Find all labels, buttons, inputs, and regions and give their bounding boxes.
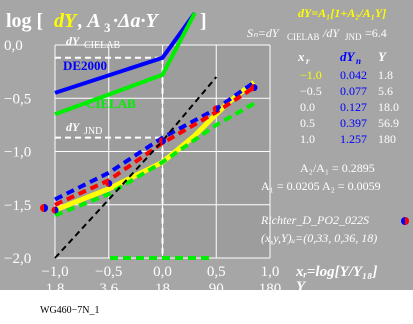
table-cell-dYn: 0.397 xyxy=(340,116,367,130)
table-cell-xr: 0.0 xyxy=(300,100,315,114)
x-tick2-label-4: 180 xyxy=(259,281,282,297)
y-tick-label-4: −2,0 xyxy=(4,251,31,267)
table-cell-Y: 5.6 xyxy=(378,84,393,98)
ylabel-rest: , A xyxy=(77,10,101,32)
axis-marker-icon xyxy=(40,204,48,212)
marker-layer xyxy=(51,84,258,214)
y-tick-label-2: −1,0 xyxy=(4,145,31,161)
a2-a1-ratio: A₂/A₁ = 0.2895 xyxy=(300,161,375,175)
table-cell-Y: 18.0 xyxy=(378,100,399,114)
richter-label: Richter_D_PO2_022S xyxy=(260,213,369,227)
x-tick-label-0: −1,0 xyxy=(41,264,68,280)
y-tick-label-0: 0,0 xyxy=(4,38,23,54)
x-tick2-label-1: 3,6 xyxy=(99,281,118,297)
series-line-black-6 xyxy=(54,76,218,259)
xaxis-Y: Y xyxy=(296,279,307,295)
y-axis-title: log [ dY , A 3 ·Δa·Y ] xyxy=(6,10,207,35)
x-tick-label-2: 0,0 xyxy=(153,264,172,280)
sn-formula: Sₙ=dY CIELAB /dY JND =6.4 xyxy=(247,26,387,42)
dY-jnd-sub: JND xyxy=(84,126,102,137)
ylabel-close: ] xyxy=(200,10,207,32)
x-tick2-label-3: 90 xyxy=(209,281,224,297)
guide-lines xyxy=(55,56,164,258)
richter-marker-icon xyxy=(401,217,409,225)
data-marker-4 xyxy=(250,84,258,92)
x-tick2-label-0: 1,8 xyxy=(46,281,65,297)
xaxis-label: xᵣ=log[Y/Y₁₈] xyxy=(295,264,378,280)
ylabel-dot: ·Δa·Y xyxy=(113,10,160,32)
table-cell-dYn: 0.127 xyxy=(340,100,367,114)
x-tick2-label-2: 18 xyxy=(155,281,170,297)
y-tick-label-1: −0,5 xyxy=(4,91,31,107)
table-cell-xr: 1.0 xyxy=(300,132,315,146)
ylabel-dY: dY xyxy=(54,10,78,32)
table-cell-Y: 56.9 xyxy=(378,116,399,130)
x-tick-label-1: −0,5 xyxy=(95,264,122,280)
data-marker-2 xyxy=(159,137,166,145)
data-marker-1 xyxy=(105,179,113,187)
table-row: 0.5 0.397 56.9 xyxy=(300,116,399,130)
series-line-green-5 xyxy=(54,101,255,218)
series-line-de2000 xyxy=(54,11,197,95)
label-cielab: CIELAB xyxy=(86,96,136,111)
table-cell-dYn: 0.077 xyxy=(340,84,367,98)
dY-cielab-sub: CIELAB xyxy=(84,40,120,51)
xyY-label: (x,y,Y)ᵤ=(0,33, 0,36, 18) xyxy=(261,231,377,245)
series-line-cielab xyxy=(54,12,197,117)
x-tick-label-3: 0,5 xyxy=(207,264,226,280)
table-row: 1.0 1.257 180 xyxy=(300,132,396,146)
table-h-dYn: dY xyxy=(340,49,356,64)
table-cell-Y: 180 xyxy=(378,132,396,146)
table-h-Y: Y xyxy=(378,49,387,64)
table-row: −1.0 0.042 1.8 xyxy=(300,68,393,82)
label-de2000: DE2000 xyxy=(63,58,107,73)
table-row: 0.0 0.127 18.0 xyxy=(300,100,399,114)
table-cell-xr: 0.5 xyxy=(300,116,315,130)
data-marker-0 xyxy=(51,206,59,214)
table-row: −0.5 0.077 5.6 xyxy=(300,84,393,98)
dY-jnd-text: dY xyxy=(66,120,81,134)
dY-cielab-text: dY xyxy=(66,34,81,48)
sn-formula-head: Sₙ=dY xyxy=(247,26,280,40)
dY-cielab-label: dY CIELAB xyxy=(66,34,120,51)
x-axis-title: xᵣ=log[Y/Y₁₈] Y xyxy=(295,264,378,295)
sn-formula-tail: /dY xyxy=(322,26,340,40)
table-cell-xr: −0.5 xyxy=(300,84,322,98)
x-tick-label-4: 1,0 xyxy=(261,264,280,280)
sn-formula-sub: CIELAB xyxy=(287,32,320,42)
table-cell-Y: 1.8 xyxy=(378,68,393,82)
ylabel-main: log [ xyxy=(6,10,43,32)
table-h-xr-sub: r xyxy=(306,56,310,66)
footer-id: WG460−7N_1 xyxy=(40,305,100,316)
table-cell-dYn: 1.257 xyxy=(340,132,367,146)
data-marker-3 xyxy=(212,105,220,113)
dY-jnd-label: dY JND xyxy=(66,120,102,137)
table-header: x r dY n Y xyxy=(297,49,387,66)
ylabel-sub3: 3 xyxy=(104,20,111,35)
x-tick-labels: −1,0 −0,5 0,0 0,5 1,0 1,8 3,6 18 90 180 xyxy=(41,264,281,297)
top-formula: dY=A₁[1+A₂/A₁Y] xyxy=(298,6,386,20)
table-cell-xr: −1.0 xyxy=(300,68,322,82)
data-table: x r dY n Y −1.0 0.042 1.8−0.5 0.077 5.60.0 0.… xyxy=(297,49,399,146)
table-h-xr: x xyxy=(297,49,305,64)
sn-formula-val: =6.4 xyxy=(365,26,387,40)
y-tick-labels: 0,0 −0,5 −1,0 −1,5 −2,0 xyxy=(4,38,31,267)
a1-a2-values: A₁ = 0.0205 A₂ = 0.0059 xyxy=(261,179,381,193)
table-rows: −1.0 0.042 1.8−0.5 0.077 5.60.0 0.127 18.00.5 0… xyxy=(300,68,399,146)
table-cell-dYn: 0.042 xyxy=(340,68,367,82)
y-tick-label-3: −1,5 xyxy=(4,198,31,214)
sn-formula-sub2: JND xyxy=(345,32,362,42)
table-h-dYn-sub: n xyxy=(356,56,361,66)
